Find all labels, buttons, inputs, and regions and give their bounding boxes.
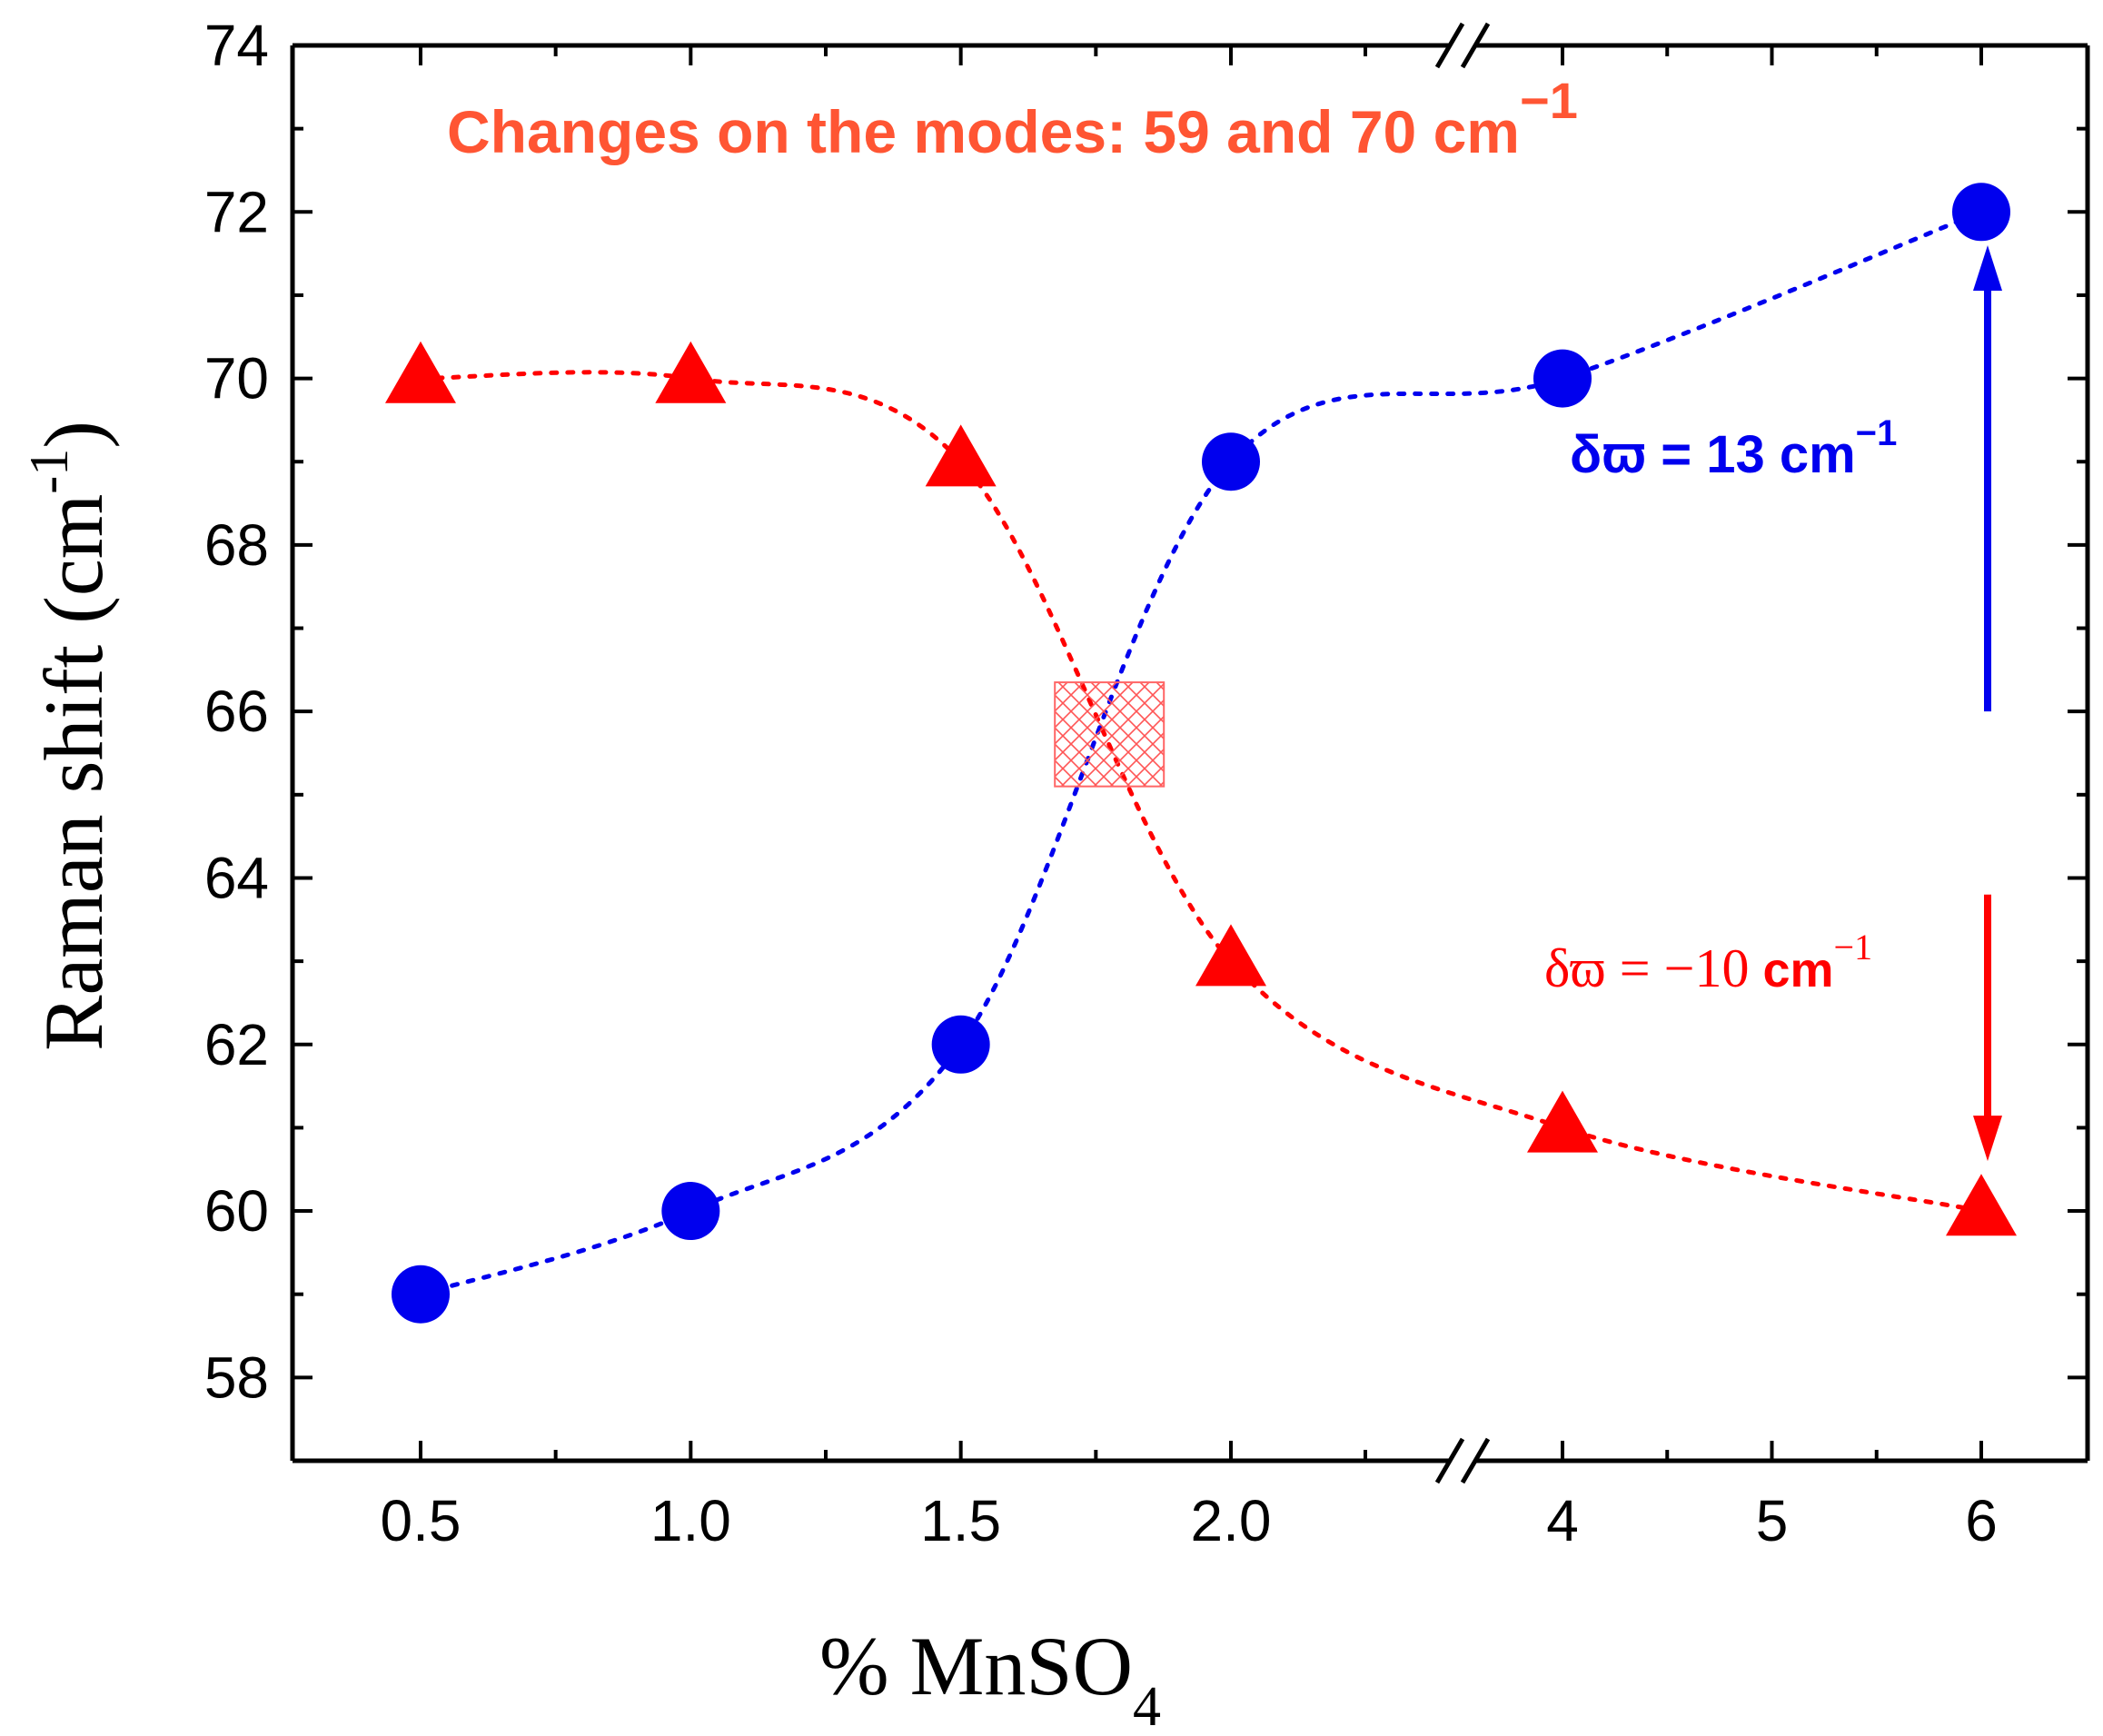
- x-tick-label: 2.0: [1191, 1488, 1272, 1553]
- plot-frame: [290, 22, 2090, 1484]
- y-tick-label: 74: [204, 13, 269, 78]
- data-point-circle: [392, 1265, 450, 1324]
- series-line-2: [418, 370, 1984, 1214]
- chart-title-exp: −1: [1520, 72, 1578, 129]
- top-axis-break-mark: [1460, 22, 1491, 69]
- data-point-triangle: [925, 424, 997, 487]
- x-axis-label: % MnSO4: [819, 1620, 1161, 1736]
- x-axis-label-sub: 4: [1133, 1676, 1161, 1736]
- data-point-circle: [1533, 349, 1592, 408]
- chart-title: Changes on the modes: 59 and 70 cm−1: [447, 72, 1578, 165]
- red-annotation-text: δϖ = −10: [1544, 938, 1749, 998]
- data-point-circle: [661, 1182, 720, 1241]
- x-tick-label: 4: [1546, 1488, 1579, 1553]
- data-point-circle: [1952, 183, 2010, 242]
- data-point-triangle: [1946, 1174, 2017, 1236]
- data-point-triangle: [385, 341, 456, 403]
- red-annotation: δϖ = −10 cm−1: [1544, 927, 1872, 998]
- y-axis-label-main: Raman shift (cm: [27, 494, 120, 1051]
- y-tick-label: 64: [204, 845, 269, 910]
- blue-arrow-head: [1973, 244, 2002, 291]
- data-point-circle: [931, 1015, 990, 1074]
- crossing-hatched-box: [1054, 681, 1166, 788]
- blue-annotation-text: δϖ = 13 cm: [1570, 425, 1856, 484]
- data-point-triangle: [655, 341, 727, 403]
- blue-annotation: δϖ = 13 cm−1: [1570, 413, 1897, 484]
- x-axis-label-main: % MnSO: [819, 1620, 1133, 1712]
- bottom-axis-break-mark: [1460, 1437, 1491, 1484]
- crossing-region: [1054, 681, 1166, 788]
- blue-annotation-exp: −1: [1856, 413, 1898, 453]
- y-axis-label-close: ): [27, 421, 120, 449]
- y-tick-label: 62: [204, 1012, 269, 1077]
- x-tick-label: 0.5: [381, 1488, 461, 1553]
- chart-title-main: Changes on the modes: 59 and 70 cm: [447, 98, 1520, 165]
- data-markers: [385, 183, 2017, 1324]
- axis-ticks: 58 60 62 64 66 68 70 72 74 0.5 1.0 1.5 2.0 4 5 6: [204, 13, 2088, 1553]
- y-axis-label: Raman shift (cm-1): [19, 421, 120, 1051]
- y-tick-label: 58: [204, 1344, 269, 1410]
- red-arrow-head: [1973, 1116, 2002, 1162]
- y-tick-label: 66: [204, 679, 269, 744]
- data-point-triangle: [1195, 924, 1266, 987]
- red-annotation-unit: cm: [1749, 943, 1833, 997]
- annotation-arrows: [1973, 244, 2002, 1162]
- top-axis-break-mark: [1434, 22, 1465, 69]
- red-annotation-exp: −1: [1834, 927, 1873, 967]
- data-point-triangle: [1527, 1090, 1598, 1153]
- data-point-circle: [1202, 432, 1260, 491]
- x-tick-label: 6: [1965, 1488, 1998, 1553]
- y-tick-label: 72: [204, 179, 269, 244]
- y-tick-label: 60: [204, 1178, 269, 1244]
- y-tick-label: 68: [204, 512, 269, 578]
- series-lines: [418, 209, 1984, 1297]
- x-tick-label: 5: [1756, 1488, 1789, 1553]
- y-axis-label-exp: -1: [19, 449, 79, 494]
- bottom-axis-break-mark: [1434, 1437, 1465, 1484]
- x-tick-label: 1.5: [920, 1488, 1001, 1553]
- x-tick-label: 1.0: [650, 1488, 731, 1553]
- y-tick-label: 70: [204, 346, 269, 412]
